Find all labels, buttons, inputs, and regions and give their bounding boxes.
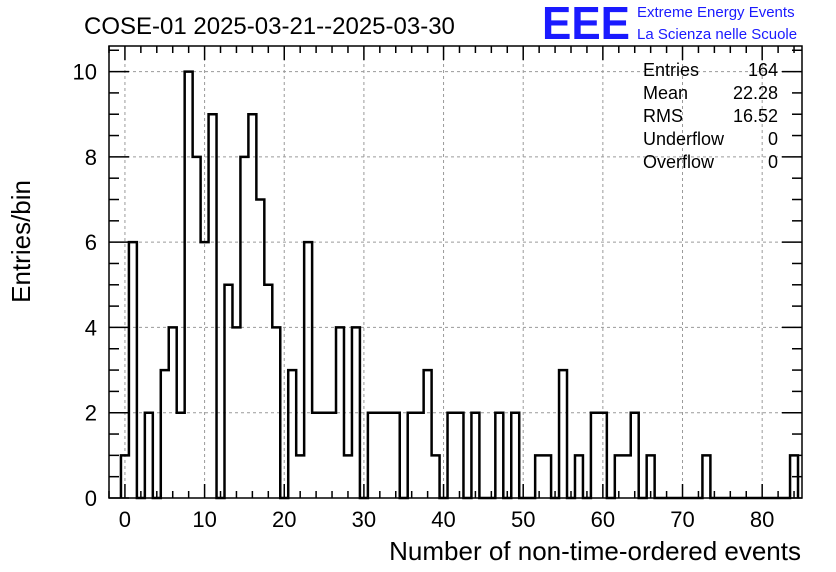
histogram-outline bbox=[119, 70, 800, 500]
x-axis-title: Number of non-time-ordered events bbox=[389, 536, 801, 566]
histogram-bar-26 bbox=[328, 413, 336, 498]
y-tick-label: 0 bbox=[85, 486, 97, 511]
histogram-bar-7 bbox=[177, 413, 185, 498]
y-tick-label: 2 bbox=[85, 401, 97, 426]
stats-value: 164 bbox=[748, 60, 778, 80]
eee-logo-mark: EEE bbox=[542, 0, 630, 49]
x-tick-label: 20 bbox=[272, 507, 296, 532]
x-tick-label: 80 bbox=[750, 507, 774, 532]
stats-value: 22.28 bbox=[733, 83, 778, 103]
histogram-bar-37 bbox=[416, 413, 424, 498]
histogram-bar-24 bbox=[312, 413, 320, 498]
histogram-bar-63 bbox=[623, 455, 631, 498]
y-tick-label: 6 bbox=[85, 230, 97, 255]
y-tick-label: 10 bbox=[73, 60, 97, 85]
chart-title: COSE-01 2025-03-21--2025-03-30 bbox=[84, 13, 455, 40]
stats-label: RMS bbox=[643, 106, 683, 126]
stats-value: 0 bbox=[768, 152, 778, 172]
y-tick-label: 8 bbox=[85, 145, 97, 170]
x-tick-label: 60 bbox=[591, 507, 615, 532]
tick-labels: 0 10 20 30 40 50 60 70 80 0 2 4 6 8 10 bbox=[73, 60, 775, 532]
y-axis-title: Entries/bin bbox=[6, 180, 36, 303]
x-tick-label: 40 bbox=[431, 507, 455, 532]
eee-logo: EEE Extreme Energy Events La Scienza nel… bbox=[542, 0, 797, 49]
x-tick-label: 50 bbox=[511, 507, 535, 532]
stats-value: 16.52 bbox=[733, 106, 778, 126]
histogram-bar-33 bbox=[384, 413, 392, 498]
x-tick-label: 10 bbox=[192, 507, 216, 532]
logo-line-1: Extreme Energy Events bbox=[637, 4, 795, 21]
x-tick-label: 30 bbox=[352, 507, 376, 532]
logo-line-2: La Scienza nelle Scuole bbox=[637, 26, 797, 43]
x-tick-label: 0 bbox=[119, 507, 131, 532]
stats-box: Entries 164 Mean 22.28 RMS 16.52 Underflow 0 Ove… bbox=[643, 60, 778, 172]
stats-value: 0 bbox=[768, 129, 778, 149]
stats-label: Underflow bbox=[643, 129, 725, 149]
y-tick-label: 4 bbox=[85, 315, 97, 340]
ticks-layer bbox=[108, 46, 802, 499]
plot-frame bbox=[108, 45, 803, 499]
stats-label: Overflow bbox=[643, 152, 715, 172]
histogram-bar-25 bbox=[320, 413, 328, 498]
x-tick-label: 70 bbox=[670, 507, 694, 532]
stats-label: Entries bbox=[643, 60, 699, 80]
stats-label: Mean bbox=[643, 83, 688, 103]
histogram-bar-32 bbox=[376, 413, 384, 498]
